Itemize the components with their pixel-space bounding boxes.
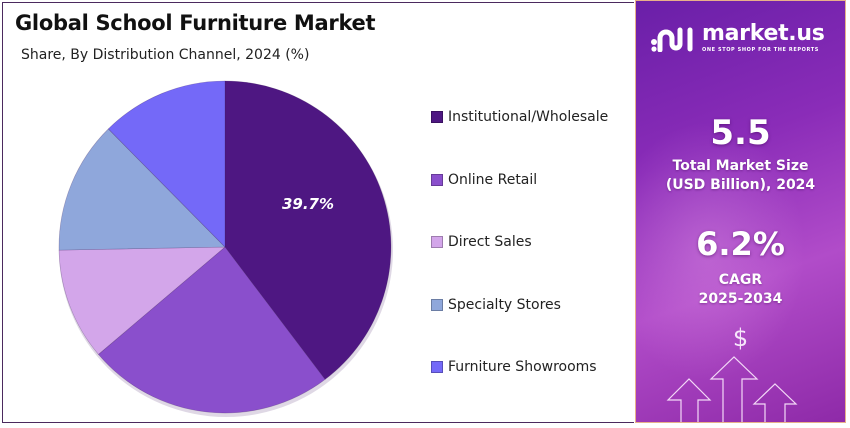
pie-slice-online-retail <box>98 246 326 414</box>
legend-label: Online Retail <box>448 171 538 188</box>
dollar-icon: $ <box>732 324 749 352</box>
market-size-value: 5.5 <box>710 113 771 153</box>
legend-swatch <box>431 111 443 123</box>
legend-item-specialty-stores: Specialty Stores <box>431 297 561 313</box>
brand-tagline: ONE STOP SHOP FOR THE REPORTS <box>702 47 819 53</box>
growth-arrows-icon <box>666 356 798 422</box>
chart-title: Global School Furniture Market <box>15 11 376 35</box>
pie-slice-specialty-stores <box>58 128 226 251</box>
legend-item-furniture-showrooms: Furniture Showrooms <box>431 359 597 375</box>
pie-slice-institutional-wholesale <box>224 80 392 380</box>
legend-label: Direct Sales <box>448 234 532 250</box>
legend-label: Furniture Showrooms <box>448 359 597 375</box>
summary-sidebar: market.us ONE STOP SHOP FOR THE REPORTS … <box>635 0 846 423</box>
market-size-label-line1: Total Market Size <box>672 158 809 174</box>
legend-item-institutional-wholesale: Institutional/Wholesale <box>431 109 608 125</box>
legend-swatch <box>431 236 443 248</box>
chart-panel: Global School Furniture Market Share, By… <box>2 2 634 423</box>
background-glow <box>636 121 806 381</box>
pie-slice-furniture-showrooms <box>107 80 226 248</box>
legend-item-direct-sales: Direct Sales <box>431 234 532 250</box>
legend-swatch <box>431 298 443 311</box>
slice-data-label: 39.7% <box>282 195 334 213</box>
legend-label: Specialty Stores <box>448 296 561 313</box>
legend-swatch <box>431 361 443 373</box>
legend-item-online-retail: Online Retail <box>431 172 537 188</box>
pie-slice-direct-sales <box>58 246 226 355</box>
market-size-label-line2: (USD Billion), 2024 <box>665 177 816 193</box>
market-us-logo-icon <box>651 27 693 52</box>
cagr-label: CAGR <box>718 272 763 288</box>
legend-label: Institutional/Wholesale <box>448 109 609 125</box>
cagr-period: 2025-2034 <box>698 291 783 307</box>
brand-name: market.us <box>702 21 825 46</box>
brand-logo: market.us ONE STOP SHOP FOR THE REPORTS <box>650 23 825 53</box>
legend-swatch <box>431 173 443 186</box>
cagr-value: 6.2% <box>696 225 785 263</box>
chart-subtitle: Share, By Distribution Channel, 2024 (%) <box>21 47 310 63</box>
pie-chart: 39.7% <box>58 80 393 417</box>
